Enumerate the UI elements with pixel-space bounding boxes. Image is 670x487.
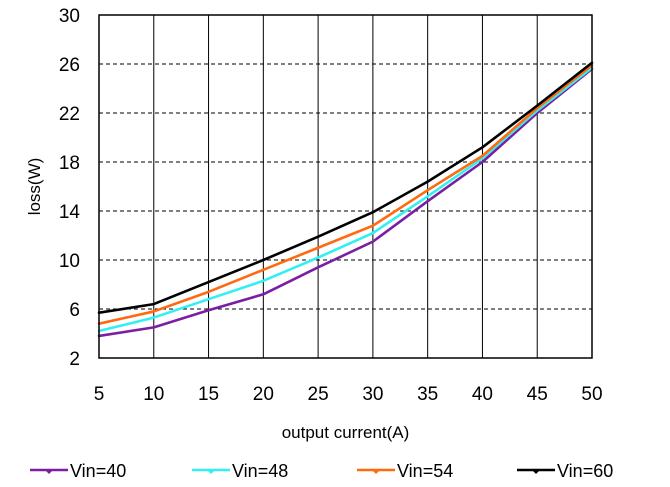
plot-frame xyxy=(98,14,593,359)
legend-label: Vin=60 xyxy=(557,461,613,481)
legend-label: Vin=48 xyxy=(232,461,288,481)
y-tick-label: 22 xyxy=(59,104,80,125)
series-lines xyxy=(97,61,594,338)
legend-marker-icon xyxy=(207,470,215,474)
series-line-vin-40 xyxy=(97,67,594,338)
x-tick-label: 50 xyxy=(581,384,602,405)
grid xyxy=(99,15,592,358)
series-line-vin-60 xyxy=(97,61,594,314)
x-tick-label: 25 xyxy=(308,384,329,405)
x-tick-label: 40 xyxy=(472,384,493,405)
series-line-vin-48 xyxy=(97,66,594,333)
y-tick-label: 30 xyxy=(59,6,80,27)
y-tick-label: 10 xyxy=(59,251,80,272)
y-tick-label: 26 xyxy=(59,55,80,76)
y-tick-label: 18 xyxy=(59,153,80,174)
x-tick-label: 20 xyxy=(253,384,274,405)
legend-marker-icon xyxy=(372,470,380,474)
x-tick-labels: 5 10 15 20 25 30 35 40 45 50 xyxy=(94,384,603,405)
y-tick-label: 2 xyxy=(69,349,80,370)
y-axis-label: loss(W) xyxy=(25,158,44,216)
x-tick-label: 5 xyxy=(94,384,105,405)
x-tick-label: 45 xyxy=(527,384,548,405)
x-tick-label: 35 xyxy=(417,384,438,405)
x-axis-label: output current(A) xyxy=(282,423,410,442)
legend-marker-icon xyxy=(45,470,53,474)
legend: Vin=40 Vin=48 Vin=54 Vin=60 xyxy=(30,461,613,481)
y-tick-label: 14 xyxy=(59,202,81,223)
x-tick-label: 30 xyxy=(362,384,383,405)
series-line-vin-54 xyxy=(97,63,594,326)
legend-marker-icon xyxy=(532,470,540,474)
x-tick-label: 10 xyxy=(143,384,164,405)
legend-label: Vin=40 xyxy=(70,461,126,481)
x-tick-label: 15 xyxy=(198,384,219,405)
y-tick-label: 6 xyxy=(69,300,80,321)
legend-label: Vin=54 xyxy=(397,461,453,481)
